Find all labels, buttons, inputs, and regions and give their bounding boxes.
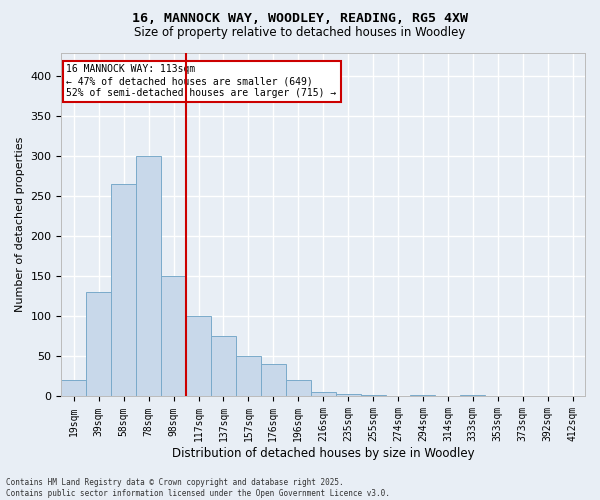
Bar: [111, 184, 136, 396]
Text: Contains HM Land Registry data © Crown copyright and database right 2025.
Contai: Contains HM Land Registry data © Crown c…: [6, 478, 390, 498]
Bar: [460, 395, 485, 396]
Bar: [335, 394, 361, 396]
Text: 16, MANNOCK WAY, WOODLEY, READING, RG5 4XW: 16, MANNOCK WAY, WOODLEY, READING, RG5 4…: [132, 12, 468, 26]
Bar: [261, 364, 286, 396]
Text: Size of property relative to detached houses in Woodley: Size of property relative to detached ho…: [134, 26, 466, 39]
Bar: [61, 380, 86, 396]
Bar: [410, 395, 436, 396]
Bar: [211, 336, 236, 396]
Bar: [86, 292, 111, 397]
Bar: [361, 395, 386, 396]
Bar: [186, 316, 211, 396]
Bar: [236, 356, 261, 397]
Text: 16 MANNOCK WAY: 113sqm
← 47% of detached houses are smaller (649)
52% of semi-de: 16 MANNOCK WAY: 113sqm ← 47% of detached…: [67, 64, 337, 98]
Bar: [136, 156, 161, 396]
X-axis label: Distribution of detached houses by size in Woodley: Distribution of detached houses by size …: [172, 447, 475, 460]
Y-axis label: Number of detached properties: Number of detached properties: [15, 137, 25, 312]
Bar: [311, 392, 335, 396]
Bar: [286, 380, 311, 396]
Bar: [161, 276, 186, 396]
